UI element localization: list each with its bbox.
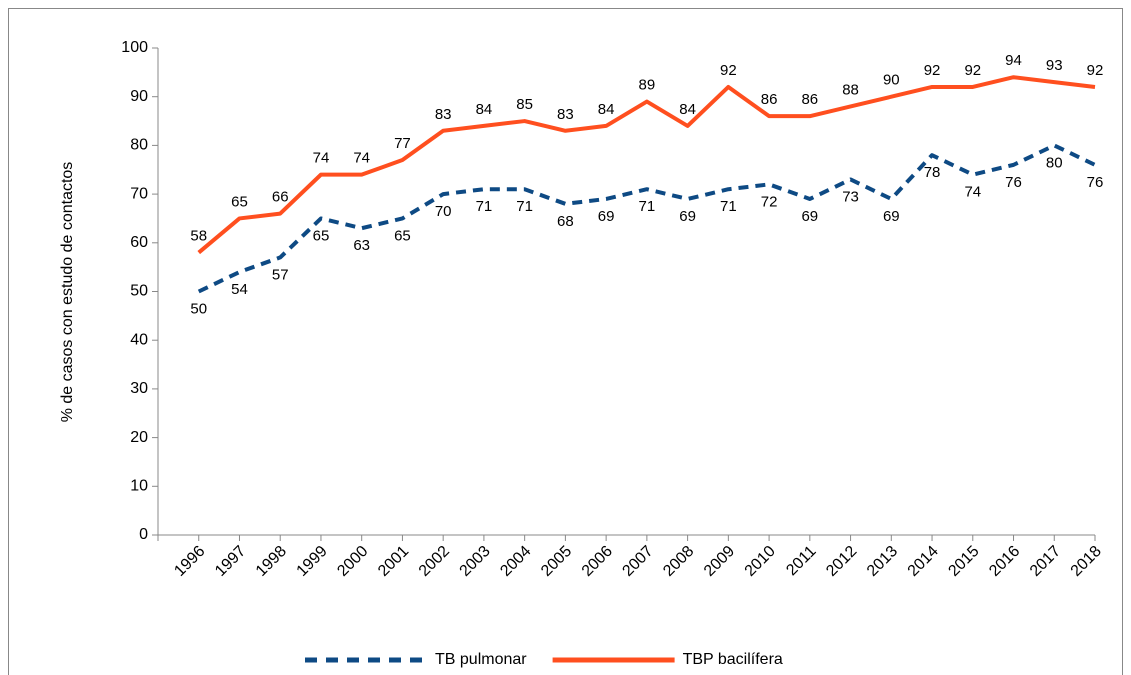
data-label: 93 bbox=[1046, 57, 1063, 74]
x-tick-label: 2017 bbox=[1027, 543, 1064, 580]
data-label: 71 bbox=[516, 198, 533, 215]
data-label: 94 bbox=[1005, 52, 1022, 69]
data-label: 65 bbox=[313, 227, 330, 244]
data-label: 83 bbox=[557, 106, 574, 123]
data-label: 89 bbox=[639, 77, 656, 94]
data-label: 68 bbox=[557, 213, 574, 230]
data-label: 70 bbox=[435, 203, 452, 220]
data-label: 90 bbox=[883, 72, 900, 89]
data-label: 74 bbox=[964, 184, 981, 201]
data-label: 80 bbox=[1046, 154, 1063, 171]
data-label: 72 bbox=[761, 193, 778, 210]
y-tick-label: 0 bbox=[139, 526, 148, 543]
x-tick-label: 1996 bbox=[171, 543, 208, 580]
x-tick-label: 2013 bbox=[864, 543, 901, 580]
x-tick-label: 1999 bbox=[294, 543, 331, 580]
y-tick-label: 20 bbox=[130, 429, 148, 446]
data-label: 78 bbox=[924, 164, 941, 181]
data-label: 83 bbox=[435, 106, 452, 123]
data-label: 74 bbox=[313, 150, 330, 167]
x-tick-label: 2000 bbox=[334, 543, 371, 580]
x-tick-label: 2011 bbox=[783, 543, 819, 579]
data-label: 84 bbox=[598, 101, 615, 118]
data-label: 85 bbox=[516, 96, 533, 113]
data-label: 76 bbox=[1005, 174, 1022, 191]
frame bbox=[8, 8, 1123, 675]
x-tick-label: 2001 bbox=[375, 543, 412, 580]
data-label: 86 bbox=[801, 91, 818, 108]
y-tick-label: 30 bbox=[130, 380, 148, 397]
data-label: 58 bbox=[190, 228, 207, 245]
data-label: 92 bbox=[1087, 62, 1104, 79]
y-tick-label: 70 bbox=[130, 185, 148, 202]
x-tick-label: 2002 bbox=[416, 543, 453, 580]
data-label: 88 bbox=[842, 81, 859, 98]
data-label: 71 bbox=[639, 198, 656, 215]
data-label: 66 bbox=[272, 189, 289, 206]
x-tick-label: 1998 bbox=[253, 543, 290, 580]
legend-label: TB pulmonar bbox=[435, 651, 527, 668]
data-label: 84 bbox=[679, 101, 696, 118]
x-tick-label: 2005 bbox=[538, 543, 575, 580]
x-tick-label: 2009 bbox=[701, 543, 738, 580]
x-tick-label: 2014 bbox=[905, 543, 942, 580]
y-tick-label: 40 bbox=[130, 331, 148, 348]
data-label: 54 bbox=[231, 281, 248, 298]
data-label: 74 bbox=[353, 150, 370, 167]
data-label: 69 bbox=[883, 208, 900, 225]
data-label: 65 bbox=[394, 227, 411, 244]
x-tick-label: 2018 bbox=[1068, 543, 1105, 580]
data-label: 50 bbox=[190, 300, 207, 317]
data-label: 71 bbox=[476, 198, 493, 215]
data-label: 76 bbox=[1087, 174, 1104, 191]
data-label: 65 bbox=[231, 193, 248, 210]
data-label: 69 bbox=[801, 208, 818, 225]
x-tick-label: 2012 bbox=[823, 543, 860, 580]
series-line bbox=[197, 75, 1096, 255]
data-label: 86 bbox=[761, 91, 778, 108]
data-label: 92 bbox=[720, 62, 737, 79]
y-tick-label: 50 bbox=[130, 283, 148, 300]
x-tick-label: 2016 bbox=[986, 543, 1023, 580]
legend-label: TBP bacilífera bbox=[683, 651, 783, 668]
data-label: 57 bbox=[272, 266, 289, 283]
x-tick-label: 2008 bbox=[660, 543, 697, 580]
data-label: 63 bbox=[353, 237, 370, 254]
data-label: 69 bbox=[679, 208, 696, 225]
y-tick-label: 60 bbox=[130, 234, 148, 251]
data-label: 69 bbox=[598, 208, 615, 225]
data-label: 84 bbox=[476, 101, 493, 118]
x-tick-label: 2004 bbox=[497, 543, 534, 580]
y-tick-label: 90 bbox=[130, 88, 148, 105]
x-tick-label: 2015 bbox=[945, 543, 982, 580]
x-tick-label: 2006 bbox=[579, 543, 616, 580]
y-tick-label: 80 bbox=[130, 137, 148, 154]
data-label: 71 bbox=[720, 198, 737, 215]
series-line bbox=[197, 143, 1096, 294]
y-tick-label: 10 bbox=[130, 478, 148, 495]
y-axis-label: % de casos con estudo de contactos bbox=[59, 162, 76, 423]
x-tick-label: 2010 bbox=[742, 543, 779, 580]
data-label: 77 bbox=[394, 135, 411, 152]
data-label: 73 bbox=[842, 188, 859, 205]
data-label: 92 bbox=[964, 62, 981, 79]
y-tick-label: 100 bbox=[121, 39, 148, 56]
x-tick-label: 1997 bbox=[212, 543, 249, 580]
x-tick-label: 2007 bbox=[619, 543, 656, 580]
x-tick-label: 2003 bbox=[457, 543, 494, 580]
data-label: 92 bbox=[924, 62, 941, 79]
